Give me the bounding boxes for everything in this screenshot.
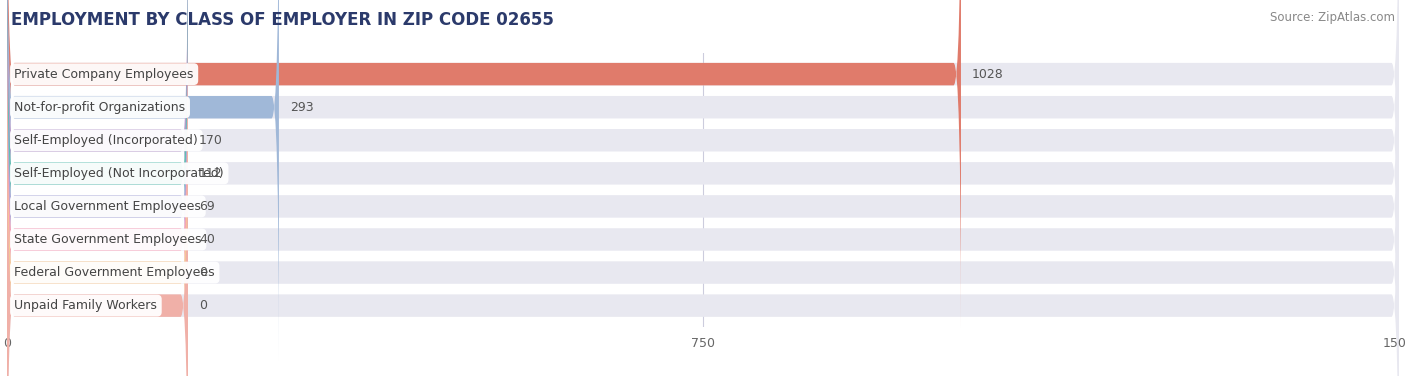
Text: Unpaid Family Workers: Unpaid Family Workers — [14, 299, 157, 312]
Text: 1028: 1028 — [972, 68, 1004, 80]
Text: 170: 170 — [200, 134, 224, 147]
Text: 0: 0 — [200, 266, 207, 279]
Text: Local Government Employees: Local Government Employees — [14, 200, 201, 213]
FancyBboxPatch shape — [7, 0, 1399, 327]
Text: 293: 293 — [290, 101, 314, 114]
Text: 69: 69 — [200, 200, 215, 213]
Text: 0: 0 — [200, 299, 207, 312]
FancyBboxPatch shape — [7, 0, 188, 376]
FancyBboxPatch shape — [7, 0, 1399, 376]
Text: Self-Employed (Not Incorporated): Self-Employed (Not Incorporated) — [14, 167, 224, 180]
FancyBboxPatch shape — [7, 0, 188, 376]
Text: Private Company Employees: Private Company Employees — [14, 68, 194, 80]
FancyBboxPatch shape — [7, 0, 188, 376]
Text: State Government Employees: State Government Employees — [14, 233, 202, 246]
FancyBboxPatch shape — [7, 52, 188, 376]
FancyBboxPatch shape — [7, 0, 1399, 376]
Text: Source: ZipAtlas.com: Source: ZipAtlas.com — [1270, 11, 1395, 24]
FancyBboxPatch shape — [7, 0, 188, 376]
FancyBboxPatch shape — [7, 19, 1399, 376]
Text: Self-Employed (Incorporated): Self-Employed (Incorporated) — [14, 134, 198, 147]
Text: Not-for-profit Organizations: Not-for-profit Organizations — [14, 101, 186, 114]
FancyBboxPatch shape — [7, 0, 960, 327]
FancyBboxPatch shape — [7, 52, 1399, 376]
FancyBboxPatch shape — [7, 0, 1399, 376]
Text: EMPLOYMENT BY CLASS OF EMPLOYER IN ZIP CODE 02655: EMPLOYMENT BY CLASS OF EMPLOYER IN ZIP C… — [11, 11, 554, 29]
FancyBboxPatch shape — [7, 0, 1399, 361]
Text: Federal Government Employees: Federal Government Employees — [14, 266, 215, 279]
FancyBboxPatch shape — [7, 19, 188, 376]
FancyBboxPatch shape — [7, 0, 278, 361]
Text: 112: 112 — [200, 167, 222, 180]
FancyBboxPatch shape — [7, 0, 1399, 376]
Text: 40: 40 — [200, 233, 215, 246]
